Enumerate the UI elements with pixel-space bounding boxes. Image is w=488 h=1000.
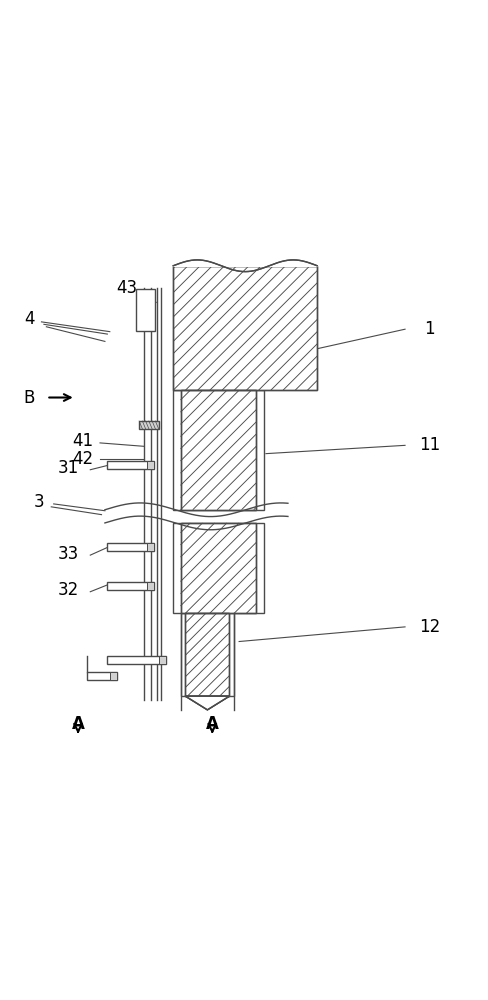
Bar [147, 543, 154, 551]
Bar [159, 656, 166, 664]
Bar [107, 461, 154, 469]
Bar [173, 523, 264, 613]
Bar [173, 266, 317, 390]
Bar [147, 582, 154, 590]
Text: 31: 31 [58, 459, 79, 477]
Bar [107, 656, 166, 664]
Text: 42: 42 [72, 450, 94, 468]
Text: A: A [206, 715, 219, 733]
Text: A: A [72, 715, 84, 733]
Bar [147, 461, 154, 469]
Text: 11: 11 [419, 436, 440, 454]
Bar [181, 390, 256, 510]
Bar [107, 582, 154, 590]
Bar [181, 613, 234, 696]
Bar [107, 543, 154, 551]
Text: 1: 1 [424, 320, 435, 338]
Text: 12: 12 [419, 618, 440, 636]
Bar [185, 613, 229, 696]
Bar [173, 390, 264, 510]
Bar [181, 523, 256, 613]
Polygon shape [185, 696, 229, 710]
Bar [110, 672, 117, 680]
Polygon shape [185, 696, 229, 710]
Text: 41: 41 [72, 432, 94, 450]
Bar [136, 289, 155, 331]
Bar [185, 613, 229, 696]
Text: 3: 3 [34, 493, 44, 511]
Text: B: B [23, 389, 35, 407]
Bar [173, 266, 317, 390]
Text: 4: 4 [24, 310, 35, 328]
Bar [181, 523, 256, 613]
Text: 32: 32 [58, 581, 79, 599]
Bar [139, 421, 159, 429]
Text: 43: 43 [116, 279, 138, 297]
Bar [181, 390, 256, 510]
Bar [87, 672, 117, 680]
Text: 33: 33 [58, 545, 79, 563]
